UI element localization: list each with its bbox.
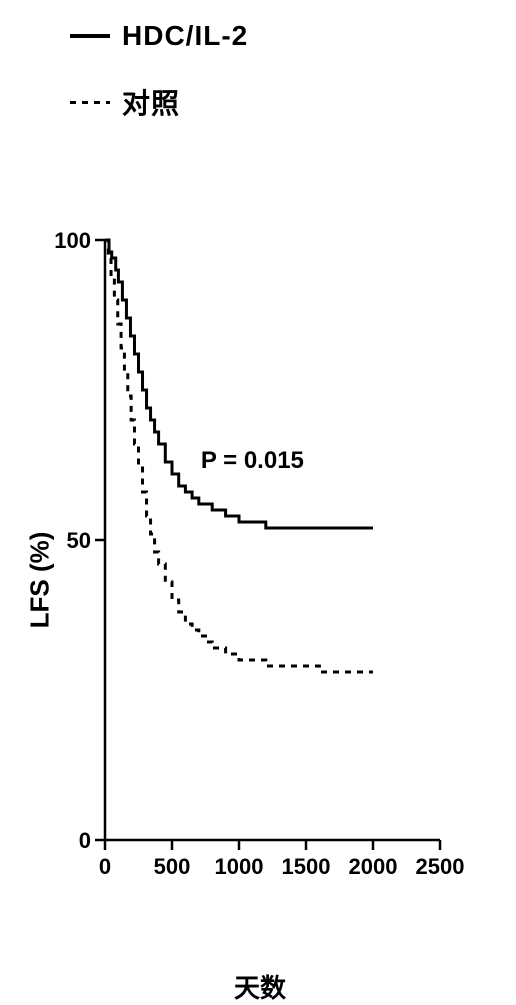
svg-text:50: 50 (67, 528, 91, 553)
svg-text:1500: 1500 (282, 854, 331, 879)
svg-text:P = 0.015: P = 0.015 (201, 447, 304, 474)
svg-text:100: 100 (54, 228, 91, 253)
svg-text:2500: 2500 (416, 854, 465, 879)
chart-container: LFS (%) 天数 05010005001000150020002500P =… (50, 230, 470, 930)
x-axis-label: 天数 (234, 968, 286, 1005)
legend-label-0: HDC/IL-2 (122, 20, 248, 52)
legend-swatch-solid (70, 34, 110, 38)
y-axis-label: LFS (%) (25, 532, 56, 629)
legend-item-0: HDC/IL-2 (70, 20, 248, 52)
svg-text:0: 0 (79, 828, 91, 853)
svg-text:500: 500 (154, 854, 191, 879)
legend-swatch-dashed (70, 101, 110, 104)
svg-text:0: 0 (99, 854, 111, 879)
legend-item-1: 对照 (70, 82, 248, 122)
svg-text:1000: 1000 (215, 854, 264, 879)
legend-label-1: 对照 (122, 82, 180, 122)
chart-legend: HDC/IL-2 对照 (70, 20, 248, 152)
survival-chart: 05010005001000150020002500P = 0.015 (50, 230, 470, 930)
svg-text:2000: 2000 (349, 854, 398, 879)
